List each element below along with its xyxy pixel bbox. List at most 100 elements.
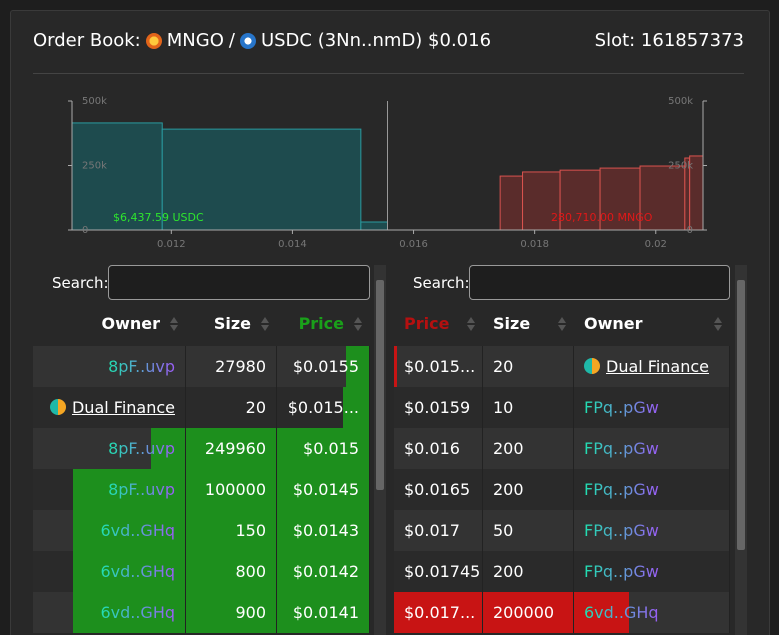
order-row[interactable]: 6vd..GHq 900 $0.0141	[33, 592, 370, 633]
owner[interactable]: FPq..pGw	[584, 521, 659, 540]
y-tick-label: 500k	[82, 96, 107, 107]
owner[interactable]: 6vd..GHq	[100, 521, 175, 540]
cell: 10	[483, 387, 574, 428]
owner[interactable]: 6vd..GHq	[584, 603, 659, 622]
divider	[33, 73, 744, 74]
column-header[interactable]: Owner	[574, 303, 730, 345]
price: $0.0141	[292, 603, 359, 622]
price: $0.0145	[292, 480, 359, 499]
cell: $0.01745	[394, 551, 483, 592]
order-row[interactable]: 8pF..uvp 27980 $0.0155	[33, 346, 370, 387]
order-row[interactable]: $0.016 200 FPq..pGw	[394, 428, 730, 469]
cell: $0.0143	[277, 510, 370, 551]
depth-step	[161, 128, 362, 231]
size: 200	[493, 480, 524, 499]
column-header[interactable]: Owner	[33, 303, 186, 345]
title: Order Book: MNGO / USDC (3Nn..nmD) $0.01…	[33, 30, 491, 51]
owner[interactable]: 6vd..GHq	[100, 603, 175, 622]
y2-tick-label: 250k	[668, 161, 693, 172]
price: $0.015...	[287, 398, 359, 417]
owner[interactable]: FPq..pGw	[584, 562, 659, 581]
order-row[interactable]: Dual Finance 20 $0.015...	[33, 387, 370, 428]
price: $0.015	[303, 439, 359, 458]
slot: Slot: 161857373	[594, 30, 744, 51]
price: $0.015...	[404, 357, 476, 376]
size: 200	[493, 439, 524, 458]
cell: FPq..pGw	[574, 510, 730, 551]
x-tick-label: 0.016	[399, 239, 428, 250]
owner[interactable]: 8pF..uvp	[108, 439, 175, 458]
quote-token: USDC (3Nn..nmD) $0.016	[260, 30, 492, 51]
search-input[interactable]	[469, 265, 730, 300]
cell: 20	[186, 387, 277, 428]
cell: 8pF..uvp	[33, 428, 186, 469]
usdc-icon	[239, 32, 256, 49]
size: 200	[493, 562, 524, 581]
x-tick-label: 0.02	[645, 239, 667, 250]
depth-step	[559, 169, 601, 231]
price: $0.0165	[404, 480, 471, 499]
x-tick-label: 0.012	[157, 239, 186, 250]
cell: 200	[483, 469, 574, 510]
cell: 200	[483, 428, 574, 469]
cell: $0.015...	[394, 346, 483, 387]
order-row[interactable]: 8pF..uvp 100000 $0.0145	[33, 469, 370, 510]
cell: 100000	[186, 469, 277, 510]
y-tick-label: 250k	[82, 161, 107, 172]
size: 900	[235, 603, 266, 622]
search-label: Search:	[413, 274, 470, 292]
scroll-thumb	[737, 280, 745, 550]
order-row[interactable]: $0.0165 200 FPq..pGw	[394, 469, 730, 510]
sort-icon	[714, 316, 722, 332]
price: $0.0143	[292, 521, 359, 540]
y2-tick-label: 0	[687, 225, 693, 236]
cell: $0.0145	[277, 469, 370, 510]
owner[interactable]: FPq..pGw	[584, 439, 659, 458]
owner[interactable]: 6vd..GHq	[100, 562, 175, 581]
price: $0.0159	[404, 398, 471, 417]
owner-link[interactable]: Dual Finance	[606, 357, 710, 376]
search-input[interactable]	[108, 265, 370, 300]
cell: 900	[186, 592, 277, 633]
column-header[interactable]: Size	[186, 303, 277, 345]
mngo-icon	[145, 32, 162, 49]
order-row[interactable]: 6vd..GHq 150 $0.0143	[33, 510, 370, 551]
cell: 200000	[483, 592, 574, 633]
order-row[interactable]: $0.015... 20 Dual Finance	[394, 346, 730, 387]
column-header[interactable]: Price	[277, 303, 370, 345]
scroll-thumb	[376, 280, 384, 490]
owner[interactable]: 8pF..uvp	[108, 357, 175, 376]
cell: Dual Finance	[33, 387, 186, 428]
price: $0.0142	[292, 562, 359, 581]
owner[interactable]: FPq..pGw	[584, 480, 659, 499]
depth-bar	[394, 346, 398, 387]
cell: $0.015	[277, 428, 370, 469]
sort-icon	[354, 316, 362, 332]
owner[interactable]: FPq..pGw	[584, 398, 659, 417]
base-token: MNGO	[166, 30, 224, 51]
size: 50	[493, 521, 514, 540]
order-row[interactable]: $0.017 50 FPq..pGw	[394, 510, 730, 551]
search-label: Search:	[52, 274, 109, 292]
cell: $0.015...	[277, 387, 370, 428]
column-header[interactable]: Price	[394, 303, 483, 345]
owner[interactable]: 8pF..uvp	[108, 480, 175, 499]
owner-icon	[49, 399, 66, 415]
depth-step	[499, 175, 524, 231]
order-row[interactable]: 8pF..uvp 249960 $0.015	[33, 428, 370, 469]
owner-link[interactable]: Dual Finance	[71, 398, 175, 417]
cell: Dual Finance	[574, 346, 730, 387]
cell: $0.0141	[277, 592, 370, 633]
header-row: Price Size Owner	[394, 303, 730, 345]
cell: 27980	[186, 346, 277, 387]
order-row[interactable]: $0.01745 200 FPq..pGw	[394, 551, 730, 592]
cell: 50	[483, 510, 574, 551]
depth-bar	[150, 428, 370, 469]
cell: FPq..pGw	[574, 551, 730, 592]
order-row[interactable]: 6vd..GHq 800 $0.0142	[33, 551, 370, 592]
price: $0.01745	[404, 562, 481, 581]
order-row[interactable]: $0.017... 200000 6vd..GHq	[394, 592, 730, 633]
column-header[interactable]: Size	[483, 303, 574, 345]
order-row[interactable]: $0.0159 10 FPq..pGw	[394, 387, 730, 428]
title-prefix: Order Book:	[33, 30, 141, 51]
